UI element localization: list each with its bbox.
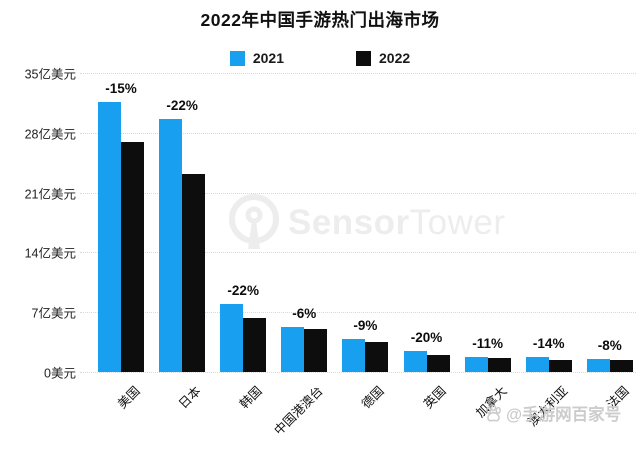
legend-swatch-2021 xyxy=(229,50,245,66)
y-axis-tick-label: 28亿美元 xyxy=(24,127,76,142)
bar-2022-韩国 xyxy=(243,318,267,372)
y-axis-tick-label: 21亿美元 xyxy=(24,187,76,202)
bar-2021-英国 xyxy=(403,351,427,372)
change-label-法国: -8% xyxy=(597,338,622,354)
change-label-美国: -15% xyxy=(105,81,137,97)
change-label-中国港澳台: -6% xyxy=(292,305,317,321)
change-label-英国: -20% xyxy=(410,329,443,345)
bar-2022-美国 xyxy=(121,142,144,372)
legend-label-2022: 2022 xyxy=(379,50,411,66)
bar-2021-加拿大 xyxy=(464,357,488,372)
bar-2021-德国 xyxy=(342,339,366,372)
change-label-澳大利亚: -14% xyxy=(532,336,565,352)
bar-2022-日本 xyxy=(182,174,206,372)
bar-2021-中国港澳台 xyxy=(281,327,305,372)
gridline xyxy=(80,372,636,373)
bar-chart-plot-area: 35亿美元 28亿美元 21亿美元 14亿美元 7亿美元 0美元 -15% -22% -22%… xyxy=(24,67,636,438)
bar-2022-法国 xyxy=(609,360,633,372)
legend-swatch-2022 xyxy=(356,50,371,66)
change-label-韩国: -22% xyxy=(227,282,259,298)
bar-2021-美国 xyxy=(98,102,121,372)
bar-2022-德国 xyxy=(365,342,389,372)
bar-2021-法国 xyxy=(586,359,610,372)
bar-2021-澳大利亚 xyxy=(525,357,549,372)
gridline xyxy=(80,312,636,314)
y-axis-tick-label: 0美元 xyxy=(44,366,76,381)
change-label-加拿大: -11% xyxy=(472,335,503,351)
bar-2021-韩国 xyxy=(220,304,244,372)
bar-2022-英国 xyxy=(426,355,450,372)
legend-item-2021: 2021 xyxy=(229,50,284,66)
y-axis-tick-label: 14亿美元 xyxy=(24,246,76,261)
bar-2022-中国港澳台 xyxy=(304,329,328,372)
bar-2022-澳大利亚 xyxy=(548,360,572,372)
gridline xyxy=(80,73,636,74)
bar-2022-加拿大 xyxy=(487,358,511,372)
change-label-德国: -9% xyxy=(353,317,378,333)
chart-title: 2022年中国手游热门出海市场 xyxy=(200,10,440,30)
y-axis-tick-label: 7亿美元 xyxy=(31,306,76,321)
legend-label-2021: 2021 xyxy=(252,50,284,66)
legend-item-2022: 2022 xyxy=(356,50,410,66)
legend: 2021 2022 xyxy=(0,49,640,67)
y-axis-tick-label: 35亿美元 xyxy=(24,67,76,82)
bar-2021-日本 xyxy=(159,119,183,372)
gridline xyxy=(80,192,636,194)
change-label-日本: -22% xyxy=(166,98,198,114)
gridline xyxy=(80,132,636,134)
gridline xyxy=(80,252,636,254)
